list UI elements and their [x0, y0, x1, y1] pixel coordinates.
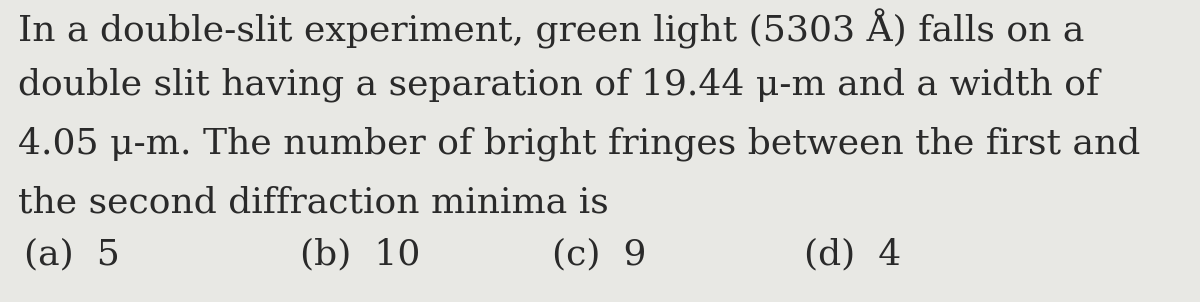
Text: (a)  5: (a) 5 — [24, 238, 120, 272]
Text: 4.05 μ-m. The number of bright fringes between the first and: 4.05 μ-m. The number of bright fringes b… — [18, 127, 1140, 161]
Text: double slit having a separation of 19.44 μ-m and a width of: double slit having a separation of 19.44… — [18, 68, 1099, 102]
Text: In a double-slit experiment, green light (5303 Å) falls on a: In a double-slit experiment, green light… — [18, 9, 1085, 49]
Text: (c)  9: (c) 9 — [552, 238, 647, 272]
Text: (b)  10: (b) 10 — [300, 238, 420, 272]
Text: the second diffraction minima is: the second diffraction minima is — [18, 186, 608, 220]
Text: (d)  4: (d) 4 — [804, 238, 901, 272]
